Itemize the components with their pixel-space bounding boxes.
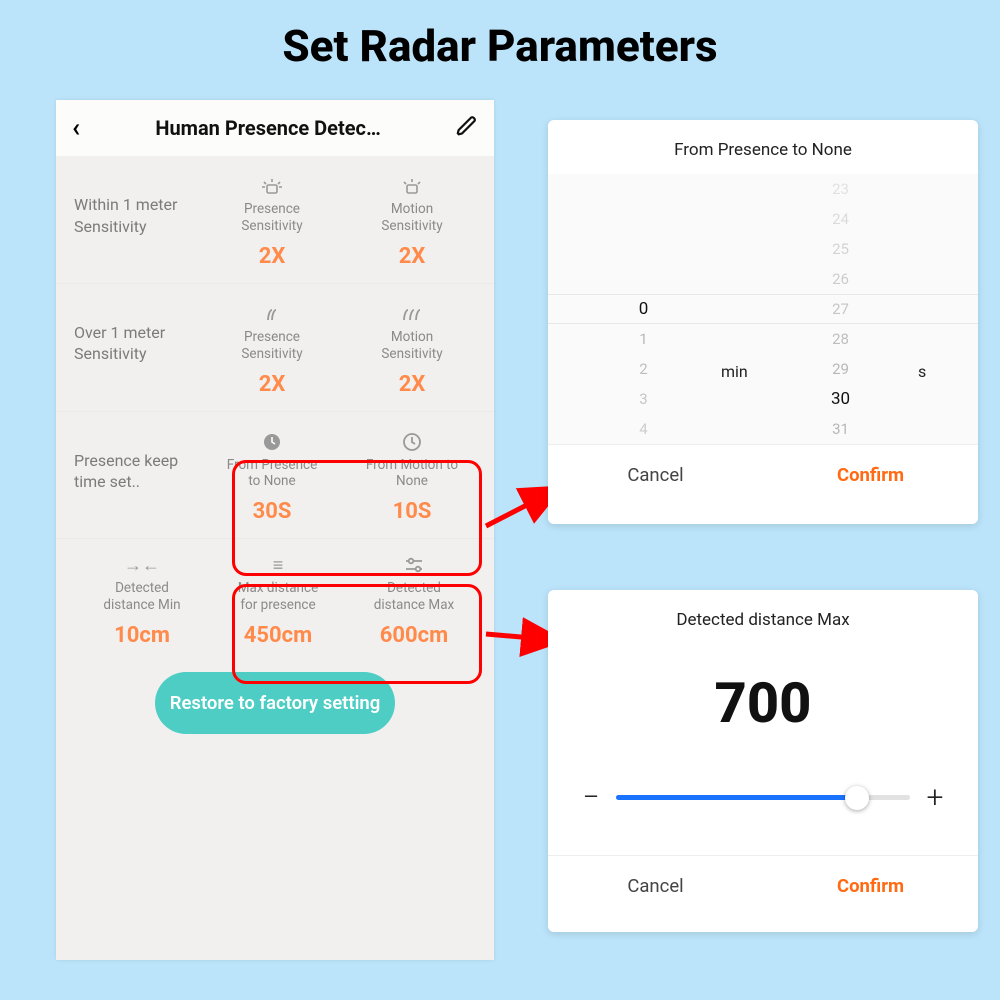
cell-label: From Presenceto None xyxy=(227,457,318,491)
slider-thumb[interactable] xyxy=(845,786,869,810)
cell-label: Detecteddistance Max xyxy=(374,580,454,614)
presence-wave-icon xyxy=(260,302,284,326)
row-label: Presence keep time set.. xyxy=(74,430,202,493)
slider-value: 700 xyxy=(548,670,978,736)
restore-factory-button[interactable]: Restore to factory setting xyxy=(155,672,395,734)
cell-value: 2X xyxy=(259,372,286,397)
cell-value: 2X xyxy=(259,244,286,269)
clock-filled-icon xyxy=(262,430,282,454)
presence-sensitivity-cell[interactable]: PresenceSensitivity 2X xyxy=(202,302,342,397)
presence-sensor-icon xyxy=(258,174,286,198)
distance-min-cell[interactable]: →← Detecteddistance Min 10cm xyxy=(74,553,210,648)
cancel-button[interactable]: Cancel xyxy=(548,445,763,504)
from-motion-to-none-cell[interactable]: From Motion toNone 10S xyxy=(342,430,482,525)
row-label: Within 1 meter Sensitivity xyxy=(74,174,202,237)
cell-label: MotionSensitivity xyxy=(381,201,442,235)
panel-title: Detected distance Max xyxy=(548,590,978,644)
distance-row: →← Detecteddistance Min 10cm ≡ Max dista… xyxy=(56,539,494,662)
screen-title: Human Presence Detec… xyxy=(90,116,446,140)
max-distance-presence-cell[interactable]: ≡ Max distancefor presence 450cm xyxy=(210,553,346,648)
presence-sensitivity-cell[interactable]: PresenceSensitivity 2X xyxy=(202,174,342,269)
clock-outline-icon xyxy=(402,430,422,454)
edit-icon[interactable] xyxy=(456,115,478,142)
motion-sensitivity-cell[interactable]: MotionSensitivity 2X xyxy=(342,302,482,397)
cell-value: 10cm xyxy=(114,623,170,648)
cell-label: Detecteddistance Min xyxy=(103,580,180,614)
decrement-button[interactable]: − xyxy=(578,780,604,815)
motion-wave-icon xyxy=(398,302,426,326)
cell-value: 2X xyxy=(399,372,426,397)
panel-title: From Presence to None xyxy=(548,120,978,174)
keep-time-row: Presence keep time set.. From Presenceto… xyxy=(56,412,494,540)
picker-body[interactable]: 01234567 min 232425262728293031323334353… xyxy=(548,174,978,444)
distance-slider-panel: Detected distance Max 700 − + Cancel Con… xyxy=(548,590,978,932)
cell-value: 600cm xyxy=(380,623,448,648)
cell-value: 2X xyxy=(399,244,426,269)
phone-settings-screen: ‹ Human Presence Detec… Within 1 meter S… xyxy=(56,100,494,960)
phone-header: ‹ Human Presence Detec… xyxy=(56,100,494,156)
motion-sensitivity-cell[interactable]: MotionSensitivity 2X xyxy=(342,174,482,269)
seconds-unit: s xyxy=(918,174,960,444)
cell-label: PresenceSensitivity xyxy=(241,201,302,235)
slider-fill xyxy=(616,795,857,800)
page-title: Set Radar Parameters xyxy=(0,20,1000,72)
motion-sensor-icon xyxy=(398,174,426,198)
list-icon: ≡ xyxy=(273,553,284,577)
distance-max-cell[interactable]: Detecteddistance Max 600cm xyxy=(346,553,482,648)
row-label: Over 1 meter Sensitivity xyxy=(74,302,202,365)
cell-label: From Motion toNone xyxy=(366,457,458,491)
time-picker-panel: From Presence to None 01234567 min 23242… xyxy=(548,120,978,524)
arrows-in-icon: →← xyxy=(124,553,160,577)
increment-button[interactable]: + xyxy=(922,780,948,815)
slider-track[interactable] xyxy=(616,795,910,800)
confirm-button[interactable]: Confirm xyxy=(763,856,978,915)
minutes-wheel[interactable]: 01234567 xyxy=(566,174,721,444)
cell-label: Max distancefor presence xyxy=(238,580,318,614)
cell-label: PresenceSensitivity xyxy=(241,329,302,363)
within-sensitivity-row: Within 1 meter Sensitivity PresenceSensi… xyxy=(56,156,494,284)
cell-label: MotionSensitivity xyxy=(381,329,442,363)
from-presence-to-none-cell[interactable]: From Presenceto None 30S xyxy=(202,430,342,525)
cell-value: 450cm xyxy=(244,623,312,648)
cell-value: 10S xyxy=(393,499,432,524)
seconds-wheel[interactable]: 232425262728293031323334353637 xyxy=(763,174,918,444)
minutes-unit: min xyxy=(721,174,763,444)
cell-value: 30S xyxy=(253,499,292,524)
sliders-icon xyxy=(404,553,424,577)
confirm-button[interactable]: Confirm xyxy=(763,445,978,504)
back-icon[interactable]: ‹ xyxy=(72,113,80,143)
over-sensitivity-row: Over 1 meter Sensitivity PresenceSensiti… xyxy=(56,284,494,412)
cancel-button[interactable]: Cancel xyxy=(548,856,763,915)
